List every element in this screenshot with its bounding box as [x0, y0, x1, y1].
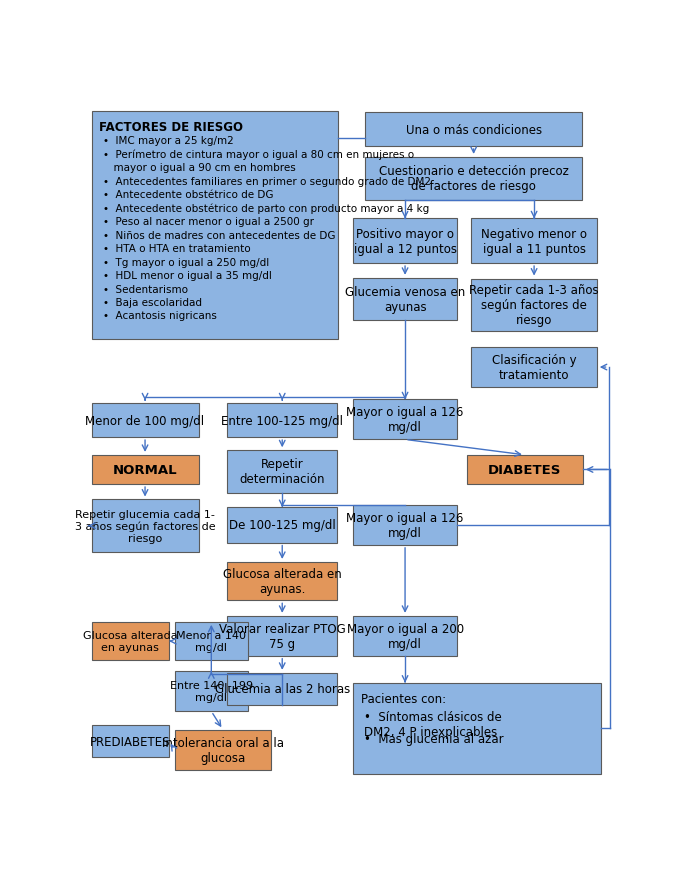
Text: Repetir cada 1-3 años
según factores de
riesgo: Repetir cada 1-3 años según factores de …: [469, 284, 599, 327]
FancyBboxPatch shape: [174, 623, 248, 660]
FancyBboxPatch shape: [466, 456, 583, 485]
Text: Mayor o igual a 200
mg/dl: Mayor o igual a 200 mg/dl: [346, 623, 464, 650]
Text: DIABETES: DIABETES: [488, 464, 561, 477]
FancyBboxPatch shape: [352, 683, 601, 774]
Text: •  IMC mayor a 25 kg/m2: • IMC mayor a 25 kg/m2: [103, 136, 234, 146]
FancyBboxPatch shape: [352, 220, 458, 263]
FancyBboxPatch shape: [174, 730, 271, 770]
Text: Valorar realizar PTOG
75 g: Valorar realizar PTOG 75 g: [219, 623, 346, 650]
Text: Mayor o igual a 126
mg/dl: Mayor o igual a 126 mg/dl: [346, 511, 464, 539]
FancyBboxPatch shape: [92, 623, 169, 660]
Text: •  Baja escolaridad: • Baja escolaridad: [103, 298, 202, 307]
Text: Mayor o igual a 126
mg/dl: Mayor o igual a 126 mg/dl: [346, 406, 464, 434]
Text: Menor a 140
mg/dl: Menor a 140 mg/dl: [176, 630, 247, 652]
FancyBboxPatch shape: [92, 456, 199, 485]
FancyBboxPatch shape: [92, 112, 338, 339]
Text: Glucemia venosa en
ayunas: Glucemia venosa en ayunas: [345, 285, 465, 313]
FancyBboxPatch shape: [227, 616, 337, 656]
Text: •  Antecedente obstétrico de parto con producto mayor a 4 kg: • Antecedente obstétrico de parto con pr…: [103, 204, 430, 214]
Text: Pacientes con:: Pacientes con:: [361, 692, 445, 705]
Text: Repetir
determinación: Repetir determinación: [240, 457, 325, 486]
Text: Repetir glucemia cada 1-
3 años según factores de
riesgo: Repetir glucemia cada 1- 3 años según fa…: [74, 509, 215, 543]
Text: Una o más condiciones: Una o más condiciones: [406, 124, 542, 136]
Text: •  HTA o HTA en tratamiento: • HTA o HTA en tratamiento: [103, 244, 251, 254]
Text: Positivo mayor o
igual a 12 puntos: Positivo mayor o igual a 12 puntos: [354, 227, 456, 255]
FancyBboxPatch shape: [352, 278, 458, 320]
Text: Glucemia a las 2 horas: Glucemia a las 2 horas: [214, 682, 350, 695]
Text: Glucosa alterada
en ayunas: Glucosa alterada en ayunas: [83, 630, 178, 652]
Text: Negativo menor o
igual a 11 puntos: Negativo menor o igual a 11 puntos: [481, 227, 587, 255]
Text: Menor de 100 mg/dl: Menor de 100 mg/dl: [85, 414, 205, 428]
FancyBboxPatch shape: [227, 507, 337, 543]
Text: •  Mas glucemia al azar: • Mas glucemia al azar: [364, 732, 504, 745]
Text: PREDIABETES: PREDIABETES: [90, 735, 171, 748]
FancyBboxPatch shape: [92, 725, 169, 758]
Text: •  Antecedentes familiares en primer o segundo grado de DM2: • Antecedentes familiares en primer o se…: [103, 176, 431, 186]
Text: Intolerancia oral a la
glucosa: Intolerancia oral a la glucosa: [162, 736, 284, 764]
Text: mayor o igual a 90 cm en hombres: mayor o igual a 90 cm en hombres: [107, 163, 296, 173]
FancyBboxPatch shape: [365, 158, 582, 201]
Text: •  Sedentarismo: • Sedentarismo: [103, 284, 189, 294]
Text: Glucosa alterada en
ayunas.: Glucosa alterada en ayunas.: [223, 567, 342, 595]
Text: FACTORES DE RIESGO: FACTORES DE RIESGO: [99, 121, 243, 133]
FancyBboxPatch shape: [227, 562, 337, 601]
Text: •  Niños de madres con antecedentes de DG: • Niños de madres con antecedentes de DG: [103, 230, 336, 241]
FancyBboxPatch shape: [471, 348, 597, 387]
FancyBboxPatch shape: [227, 673, 337, 705]
FancyBboxPatch shape: [471, 279, 597, 332]
FancyBboxPatch shape: [471, 220, 597, 263]
Text: •  Acantosis nigricans: • Acantosis nigricans: [103, 311, 217, 321]
FancyBboxPatch shape: [352, 400, 458, 440]
Text: •  Peso al nacer menor o igual a 2500 gr: • Peso al nacer menor o igual a 2500 gr: [103, 217, 314, 227]
FancyBboxPatch shape: [174, 672, 248, 711]
Text: •  Antecedente obstétrico de DG: • Antecedente obstétrico de DG: [103, 190, 274, 200]
FancyBboxPatch shape: [352, 506, 458, 545]
Text: Entre 140 -199
mg/dl: Entre 140 -199 mg/dl: [170, 680, 253, 702]
Text: •  Tg mayor o igual a 250 mg/dl: • Tg mayor o igual a 250 mg/dl: [103, 257, 270, 267]
Text: Clasificación y
tratamiento: Clasificación y tratamiento: [492, 354, 576, 382]
FancyBboxPatch shape: [92, 500, 199, 552]
FancyBboxPatch shape: [92, 404, 199, 437]
FancyBboxPatch shape: [227, 404, 337, 437]
FancyBboxPatch shape: [227, 450, 337, 493]
Text: De 100-125 mg/dl: De 100-125 mg/dl: [229, 519, 335, 532]
Text: Cuestionario e detección precoz
de factores de riesgo: Cuestionario e detección precoz de facto…: [378, 165, 568, 193]
Text: •  Síntomas clásicos de
DM2, 4 P inexplicables: • Síntomas clásicos de DM2, 4 P inexplic…: [364, 710, 502, 738]
Text: Entre 100-125 mg/dl: Entre 100-125 mg/dl: [221, 414, 344, 428]
Text: •  Perímetro de cintura mayor o igual a 80 cm en mujeres o: • Perímetro de cintura mayor o igual a 8…: [103, 149, 415, 160]
Text: •  HDL menor o igual a 35 mg/dl: • HDL menor o igual a 35 mg/dl: [103, 270, 272, 281]
FancyBboxPatch shape: [365, 113, 582, 147]
Text: NORMAL: NORMAL: [113, 464, 178, 477]
FancyBboxPatch shape: [352, 616, 458, 656]
